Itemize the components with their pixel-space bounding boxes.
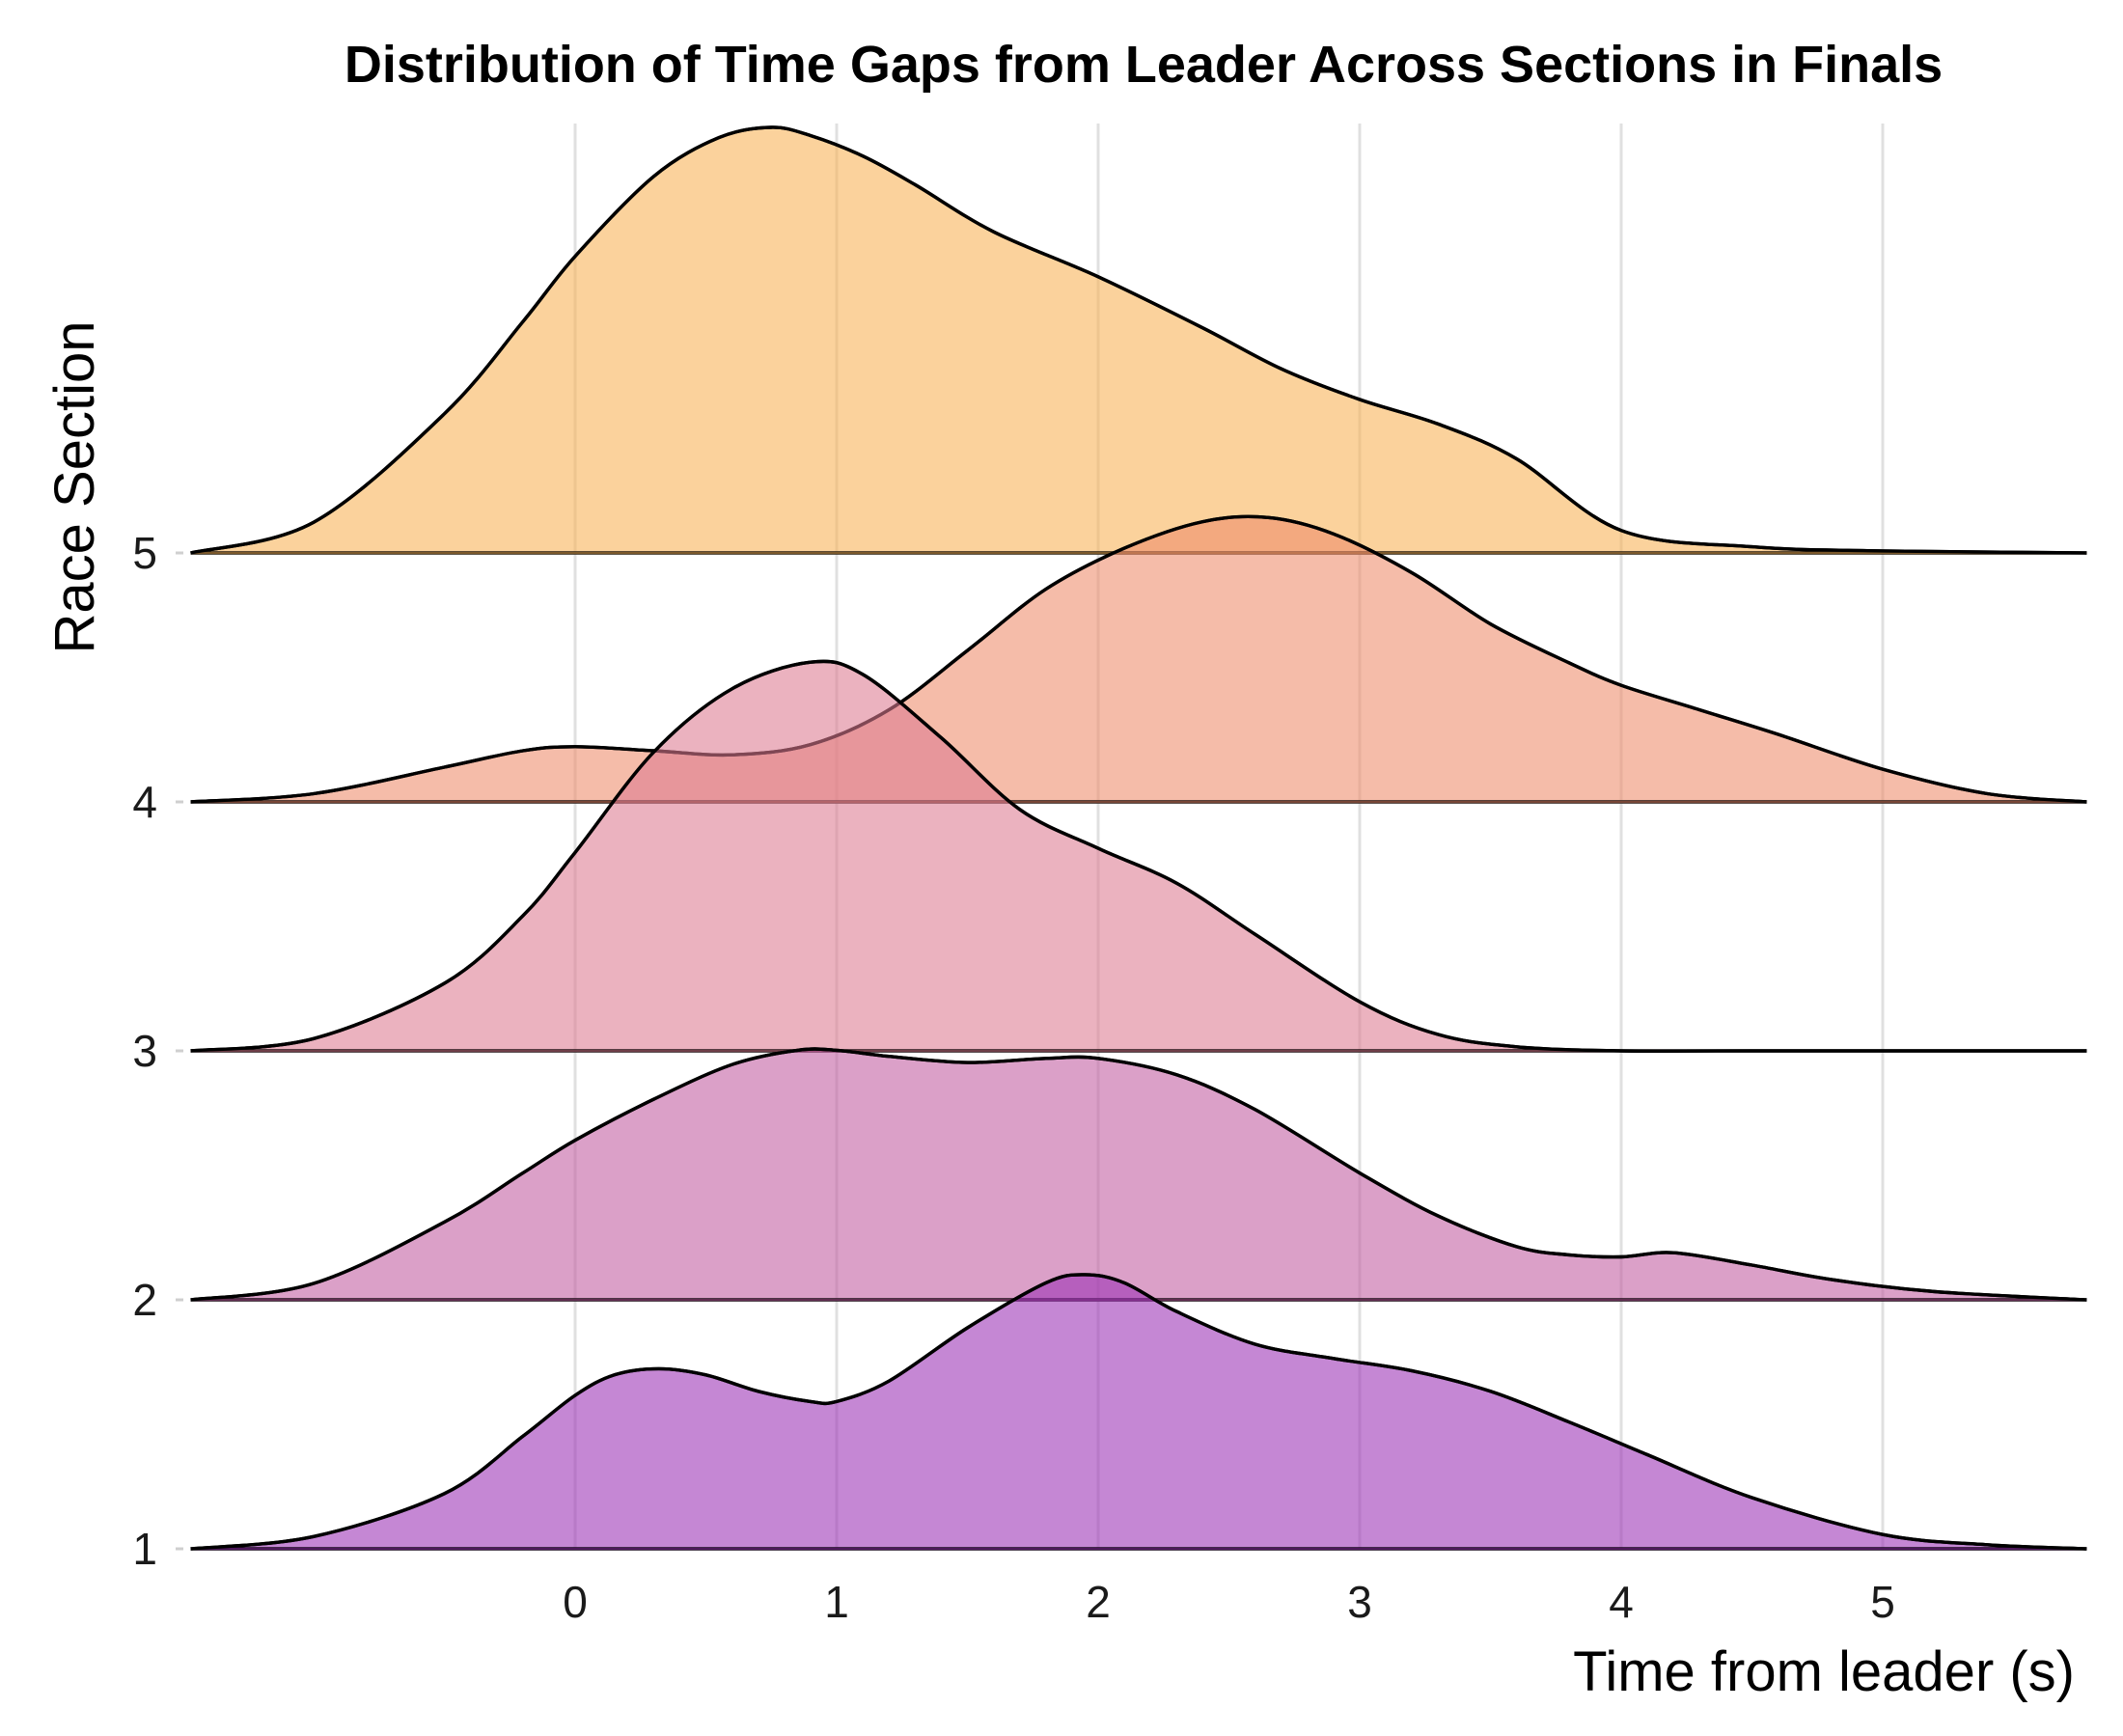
density-area-section-5: [190, 125, 2087, 555]
density-outline-section-4: [190, 514, 2087, 804]
density-outline-section-1: [190, 1273, 2087, 1551]
chart-title: Distribution of Time Gaps from Leader Ac…: [345, 36, 1943, 94]
density-area-section-2: [190, 1047, 2087, 1302]
y-axis-ticks: 5 4 3 2 1: [132, 528, 183, 1574]
x-tick-label: 0: [563, 1577, 588, 1627]
density-outline-section-2: [190, 1047, 2087, 1302]
y-tick-label-3: 3: [132, 1026, 157, 1076]
y-tick-label-1: 1: [132, 1524, 157, 1574]
y-tick-label-2: 2: [132, 1275, 157, 1325]
x-tick-label: 3: [1347, 1577, 1372, 1627]
density-area-section-1: [190, 1273, 2087, 1551]
x-tick-label: 2: [1086, 1577, 1111, 1627]
ridge-section-5: [190, 125, 2087, 555]
x-axis-ticks: 0 1 2 3 4 5: [563, 1577, 1895, 1627]
ridge-section-4: [190, 514, 2087, 804]
density-outline-section-5: [190, 125, 2087, 555]
x-axis-title: Time from leader (s): [1573, 1640, 2075, 1703]
ridge-section-2: [190, 1047, 2087, 1302]
ridge-section-1: [190, 1273, 2087, 1551]
density-ridges: [190, 125, 2087, 1551]
ridge-section-3: [190, 659, 2087, 1054]
x-tick-label: 5: [1870, 1577, 1895, 1627]
density-outline-section-3: [190, 659, 2087, 1054]
x-tick-label: 4: [1609, 1577, 1634, 1627]
x-tick-label: 1: [824, 1577, 849, 1627]
y-axis-title: Race Section: [43, 321, 106, 654]
y-tick-label-4: 4: [132, 777, 157, 827]
y-tick-label-5: 5: [132, 528, 157, 578]
